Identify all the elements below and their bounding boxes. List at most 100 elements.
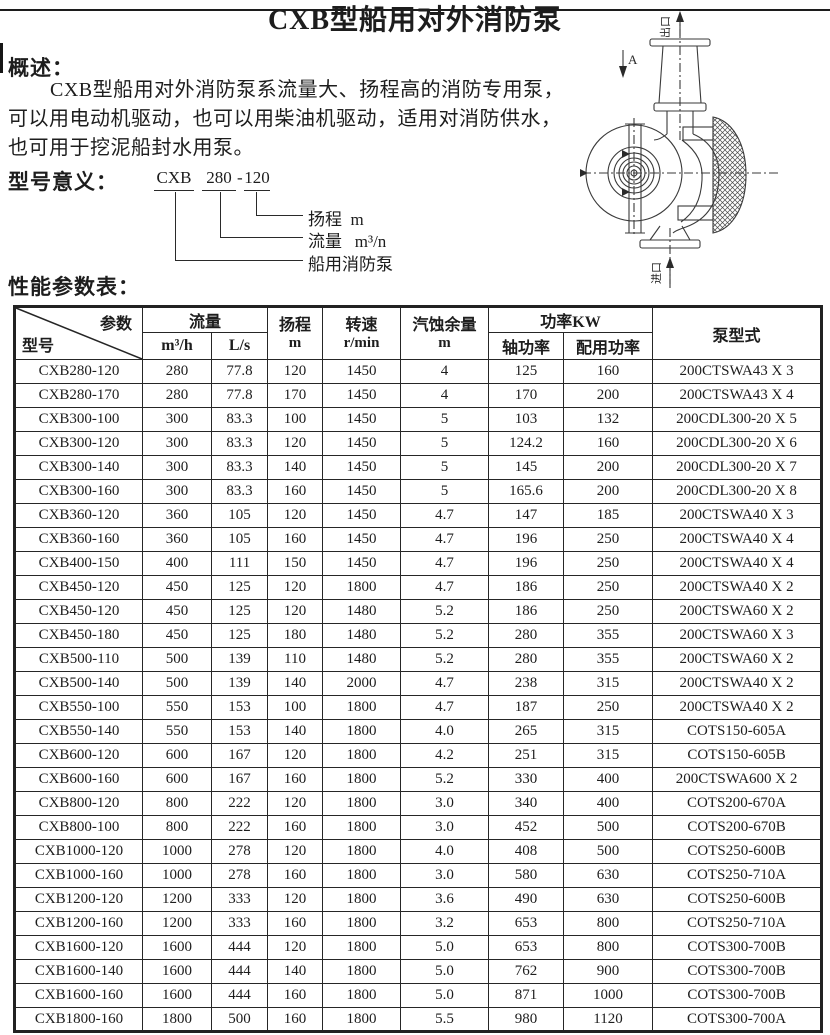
value-cell: 1450: [322, 383, 402, 408]
value-cell: 153: [210, 695, 269, 720]
value-cell: 800: [563, 911, 654, 936]
value-cell: 1000: [563, 983, 654, 1008]
model-code-head: 120: [244, 166, 270, 191]
value-cell: 1800: [322, 839, 402, 864]
value-cell: 5.2: [400, 599, 490, 624]
value-cell: COTS150-605A: [652, 719, 823, 744]
value-cell: 200: [563, 479, 654, 504]
model-cell: CXB450-120: [14, 599, 143, 624]
corner-header-cell: 参数 型号: [14, 306, 143, 360]
value-cell: 1200: [142, 911, 212, 936]
value-cell: 200CDL300-20 X 6: [652, 431, 823, 456]
value-cell: 124.2: [488, 431, 565, 456]
value-cell: 300: [142, 455, 212, 480]
value-cell: 800: [142, 815, 212, 840]
table-row: CXB450-180 450 125 180 1480 5.2 280 355 200CTSWA…: [14, 623, 823, 648]
table-row: CXB500-110 500 139 110 1480 5.2 280 355 200CTSWA…: [14, 647, 823, 672]
value-cell: 1480: [322, 647, 402, 672]
model-cell: CXB1200-120: [14, 887, 143, 912]
value-cell: 1800: [322, 719, 402, 744]
value-cell: 1600: [142, 983, 212, 1008]
value-cell: 3.0: [400, 863, 490, 888]
model-code-flow: 280: [202, 166, 236, 191]
model-cell: CXB1800-160: [14, 1007, 143, 1032]
value-cell: 1450: [322, 431, 402, 456]
value-cell: 450: [142, 599, 212, 624]
model-code-prefix: CXB: [154, 166, 194, 191]
value-cell: 315: [563, 743, 654, 768]
value-cell: 200CTSWA40 X 3: [652, 503, 823, 528]
value-cell: 160: [267, 1007, 324, 1032]
value-cell: 120: [267, 503, 324, 528]
value-cell: 200CTSWA40 X 2: [652, 695, 823, 720]
pump-type-header: 泵型式: [652, 306, 823, 360]
value-cell: 1600: [142, 959, 212, 984]
value-cell: 167: [210, 743, 269, 768]
value-cell: 300: [142, 479, 212, 504]
table-row: CXB550-140 550 153 140 1800 4.0 265 315 COTS150-…: [14, 719, 823, 744]
flow-m3h-header: m³/h: [142, 332, 212, 360]
connector-line-flow: [220, 192, 303, 238]
value-cell: 278: [210, 863, 269, 888]
value-cell: 105: [210, 527, 269, 552]
value-cell: 125: [488, 359, 565, 384]
table-row: CXB500-140 500 139 140 2000 4.7 238 315 200CTSWA…: [14, 671, 823, 696]
table-row: CXB1000-120 1000 278 120 1800 4.0 408 500 COTS25…: [14, 839, 823, 864]
value-cell: COTS250-600B: [652, 887, 823, 912]
value-cell: 333: [210, 887, 269, 912]
value-cell: 120: [267, 935, 324, 960]
value-cell: 1450: [322, 455, 402, 480]
value-cell: 653: [488, 911, 565, 936]
value-cell: 800: [142, 791, 212, 816]
value-cell: 5.0: [400, 959, 490, 984]
value-cell: 200CTSWA600 X 2: [652, 767, 823, 792]
value-cell: 4.7: [400, 575, 490, 600]
scan-edge-mark: [0, 43, 3, 73]
value-cell: 200CTSWA43 X 3: [652, 359, 823, 384]
value-cell: 1450: [322, 359, 402, 384]
table-row: CXB550-100 550 153 100 1800 4.7 187 250 200CTSWA…: [14, 695, 823, 720]
value-cell: 500: [563, 839, 654, 864]
value-cell: 500: [563, 815, 654, 840]
value-cell: 1800: [322, 575, 402, 600]
value-cell: 600: [142, 767, 212, 792]
top-rule: [0, 9, 830, 11]
value-cell: 120: [267, 431, 324, 456]
value-cell: 1800: [322, 863, 402, 888]
value-cell: 1800: [322, 767, 402, 792]
value-cell: 200CDL300-20 X 5: [652, 407, 823, 432]
value-cell: 140: [267, 671, 324, 696]
value-cell: 200CTSWA43 X 4: [652, 383, 823, 408]
value-cell: 120: [267, 887, 324, 912]
value-cell: 251: [488, 743, 565, 768]
value-cell: 196: [488, 551, 565, 576]
value-cell: 278: [210, 839, 269, 864]
model-cell: CXB450-180: [14, 623, 143, 648]
value-cell: 1800: [322, 887, 402, 912]
flow-ls-header: L/s: [210, 332, 269, 360]
value-cell: 160: [267, 815, 324, 840]
pump-drawing: 出口 A 进口: [580, 11, 778, 288]
value-cell: 5.2: [400, 623, 490, 648]
value-cell: 4.2: [400, 743, 490, 768]
value-cell: 1450: [322, 479, 402, 504]
value-cell: 3.2: [400, 911, 490, 936]
model-cell: CXB550-100: [14, 695, 143, 720]
value-cell: 186: [488, 599, 565, 624]
value-cell: 200CTSWA40 X 2: [652, 575, 823, 600]
value-cell: 355: [563, 647, 654, 672]
value-cell: 5.5: [400, 1007, 490, 1032]
value-cell: COTS300-700A: [652, 1007, 823, 1032]
value-cell: 1450: [322, 407, 402, 432]
performance-table-heading: 性能参数表：: [8, 275, 140, 299]
table-row: CXB300-140 300 83.3 140 1450 5 145 200 200CDL300…: [14, 455, 823, 480]
value-cell: 110: [267, 647, 324, 672]
value-cell: 250: [563, 695, 654, 720]
value-cell: COTS300-700B: [652, 959, 823, 984]
value-cell: COTS250-600B: [652, 839, 823, 864]
value-cell: 3.0: [400, 815, 490, 840]
connector-line-pump: [175, 192, 303, 261]
npsh-header: 汽蚀余量 m: [400, 306, 490, 360]
value-cell: 1000: [142, 863, 212, 888]
